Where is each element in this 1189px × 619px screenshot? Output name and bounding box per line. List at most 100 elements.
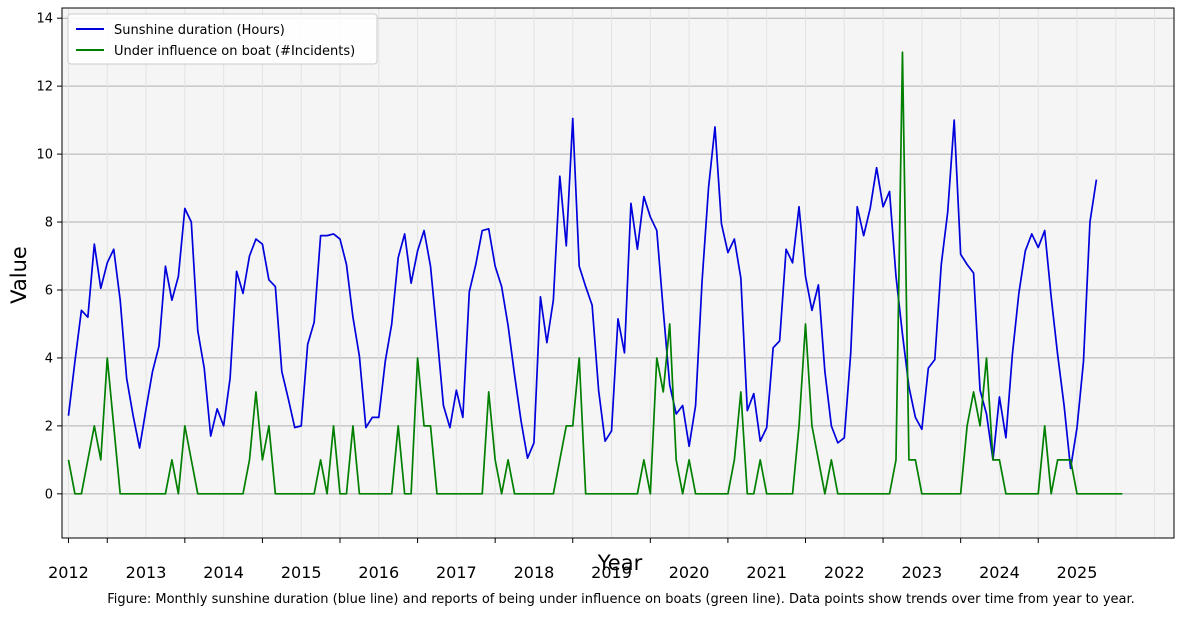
data-point bbox=[798, 206, 800, 208]
x-tick-label: 2019 bbox=[591, 563, 632, 582]
data-point bbox=[306, 493, 308, 495]
data-point bbox=[740, 391, 742, 393]
data-point bbox=[940, 493, 942, 495]
data-point bbox=[210, 435, 212, 437]
data-point bbox=[326, 234, 328, 236]
data-point bbox=[403, 493, 405, 495]
data-point bbox=[294, 426, 296, 428]
series-line bbox=[67, 117, 1098, 470]
series-line bbox=[67, 51, 1123, 495]
data-point bbox=[313, 321, 315, 323]
data-point bbox=[429, 265, 431, 267]
data-point bbox=[132, 493, 134, 495]
data-point bbox=[662, 391, 664, 393]
data-point bbox=[410, 493, 412, 495]
data-point bbox=[533, 493, 535, 495]
data-point bbox=[843, 437, 845, 439]
data-point bbox=[261, 459, 263, 461]
data-point bbox=[158, 345, 160, 347]
data-point bbox=[410, 282, 412, 284]
data-point bbox=[216, 493, 218, 495]
data-point bbox=[617, 493, 619, 495]
data-point bbox=[74, 493, 76, 495]
y-tick-label: 0 bbox=[45, 487, 53, 502]
x-tick-label: 2023 bbox=[902, 563, 943, 582]
data-point bbox=[630, 202, 632, 204]
x-tick-label: 2014 bbox=[203, 563, 244, 582]
data-point bbox=[817, 459, 819, 461]
data-point bbox=[93, 243, 95, 245]
data-point bbox=[1076, 493, 1078, 495]
data-point bbox=[100, 459, 102, 461]
data-point bbox=[675, 459, 677, 461]
data-point bbox=[242, 292, 244, 294]
data-point bbox=[1050, 296, 1052, 298]
data-point bbox=[313, 493, 315, 495]
data-point bbox=[339, 493, 341, 495]
data-point bbox=[339, 238, 341, 240]
data-point bbox=[811, 309, 813, 311]
x-tick-label: 2016 bbox=[358, 563, 399, 582]
data-point bbox=[197, 493, 199, 495]
data-point bbox=[74, 360, 76, 362]
data-point bbox=[869, 493, 871, 495]
data-point bbox=[332, 425, 334, 427]
data-point bbox=[397, 257, 399, 259]
data-point bbox=[791, 493, 793, 495]
data-point bbox=[940, 263, 942, 265]
legend-label-incidents: Under influence on boat (#Incidents) bbox=[114, 44, 355, 59]
data-point bbox=[255, 391, 257, 393]
data-point bbox=[959, 253, 961, 255]
data-point bbox=[488, 228, 490, 230]
data-point bbox=[1095, 493, 1097, 495]
data-point bbox=[843, 493, 845, 495]
data-point bbox=[533, 442, 535, 444]
data-point bbox=[623, 493, 625, 495]
data-point bbox=[733, 238, 735, 240]
y-tick-label: 10 bbox=[36, 148, 53, 163]
x-tick-label: 2024 bbox=[979, 563, 1020, 582]
data-point bbox=[572, 425, 574, 427]
data-point bbox=[268, 279, 270, 281]
data-point bbox=[306, 343, 308, 345]
data-point bbox=[1044, 229, 1046, 231]
data-point bbox=[772, 347, 774, 349]
data-point bbox=[100, 287, 102, 289]
data-point bbox=[617, 318, 619, 320]
data-point bbox=[862, 493, 864, 495]
x-tick-label: 2018 bbox=[514, 563, 555, 582]
data-point bbox=[326, 493, 328, 495]
data-point bbox=[623, 352, 625, 354]
data-point bbox=[1082, 360, 1084, 362]
data-point bbox=[203, 493, 205, 495]
data-point bbox=[669, 384, 671, 386]
data-point bbox=[300, 493, 302, 495]
y-tick-label: 8 bbox=[45, 216, 53, 231]
data-point bbox=[119, 493, 121, 495]
data-point bbox=[1011, 493, 1013, 495]
x-tick-label: 2025 bbox=[1057, 563, 1098, 582]
data-point bbox=[798, 425, 800, 427]
x-tick-label: 2017 bbox=[436, 563, 477, 582]
data-point bbox=[449, 493, 451, 495]
data-point bbox=[507, 459, 509, 461]
data-point bbox=[539, 493, 541, 495]
data-point bbox=[934, 493, 936, 495]
data-point bbox=[281, 493, 283, 495]
data-point bbox=[436, 493, 438, 495]
data-point bbox=[87, 316, 89, 318]
data-point bbox=[888, 493, 890, 495]
data-point bbox=[914, 459, 916, 461]
data-point bbox=[494, 459, 496, 461]
data-point bbox=[740, 277, 742, 279]
data-point bbox=[87, 459, 89, 461]
data-point bbox=[274, 493, 276, 495]
data-point bbox=[113, 425, 115, 427]
data-point bbox=[546, 493, 548, 495]
data-point bbox=[985, 413, 987, 415]
data-point bbox=[520, 420, 522, 422]
x-tick-label: 2020 bbox=[669, 563, 710, 582]
x-tick-label: 2015 bbox=[281, 563, 322, 582]
data-point bbox=[229, 377, 231, 379]
